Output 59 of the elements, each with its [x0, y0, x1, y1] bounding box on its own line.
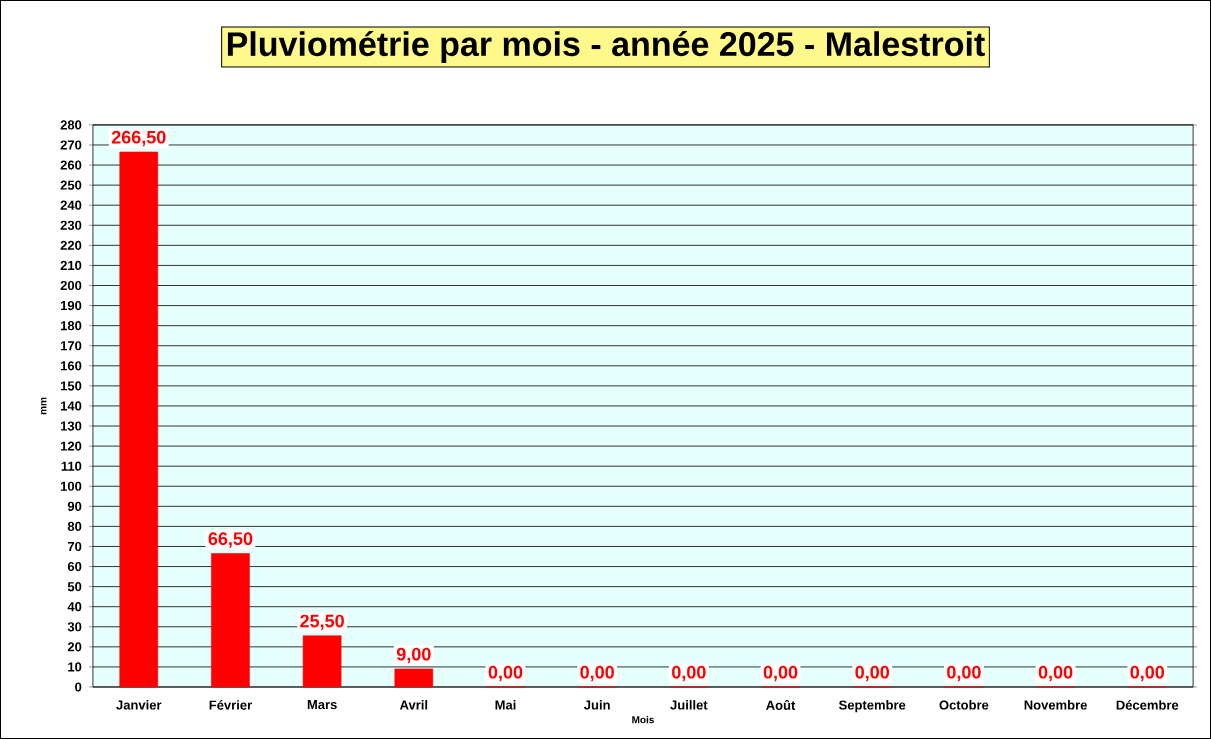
data-label: 0,00 [1130, 665, 1165, 682]
y-tick-label: 120 [60, 441, 82, 451]
y-tick-label: 50 [67, 582, 82, 592]
y-tick-label: 30 [67, 622, 82, 632]
y-tick-label: 0 [75, 682, 82, 692]
y-tick-label: 190 [60, 301, 82, 311]
data-label: 0,00 [580, 665, 614, 682]
data-label: 9,00 [396, 647, 431, 664]
y-tick-label: 80 [67, 521, 82, 532]
bar [211, 553, 250, 688]
y-tick-label: 270 [60, 140, 82, 150]
x-tick-label: Avril [399, 700, 428, 710]
y-axis-title: mm [41, 397, 47, 415]
x-tick-label: Janvier [116, 700, 162, 710]
data-label: 25,50 [300, 614, 344, 631]
y-tick-label: 20 [67, 642, 82, 652]
y-tick-label: 280 [60, 120, 82, 130]
data-label: 0,00 [947, 665, 981, 682]
y-tick-label: 130 [60, 421, 82, 431]
y-tick-label: 140 [60, 401, 82, 411]
y-tick-label: 220 [60, 240, 82, 251]
y-tick-label: 60 [67, 562, 82, 572]
x-axis-title: Mois [632, 715, 654, 724]
y-tick-label: 150 [60, 381, 82, 391]
y-tick-label: 110 [61, 461, 82, 471]
chart-title: Pluviométrie par mois - année 2025 - Malestroit [227, 30, 985, 63]
y-tick-label: 160 [60, 361, 82, 371]
data-label: 0,00 [763, 665, 798, 682]
data-label: 0,00 [488, 665, 523, 682]
x-tick-label: Décembre [1116, 700, 1179, 710]
x-tick-label: Mai [495, 700, 516, 710]
data-label: 0,00 [672, 665, 706, 682]
y-tick-label: 180 [60, 321, 82, 331]
y-tick-label: 90 [67, 501, 82, 511]
x-tick-label: Novembre [1024, 700, 1087, 710]
bar [394, 668, 434, 688]
y-tick-label: 250 [60, 180, 82, 190]
x-tick-label: Juin [583, 700, 610, 710]
data-label: 0,00 [855, 665, 889, 682]
y-tick-label: 40 [67, 602, 82, 612]
y-tick-label: 210 [60, 260, 82, 271]
x-tick-label: Juillet [670, 700, 708, 710]
y-tick-label: 260 [60, 160, 82, 170]
y-tick-label: 170 [60, 341, 82, 351]
x-tick-label: Février [209, 700, 252, 710]
y-tick-label: 200 [60, 280, 82, 291]
y-tick-label: 10 [68, 662, 82, 672]
data-label: 0,00 [1038, 665, 1073, 682]
x-tick-label: Mars [307, 700, 337, 710]
y-tick-label: 100 [60, 481, 82, 491]
y-tick-label: 230 [60, 220, 82, 230]
x-tick-label: Août [766, 700, 796, 710]
x-tick-label: Octobre [939, 700, 989, 710]
data-label: 266,50 [111, 130, 166, 147]
y-tick-label: 240 [60, 200, 82, 210]
bar [119, 151, 159, 688]
x-tick-label: Septembre [838, 700, 906, 713]
y-tick-label: 70 [67, 541, 82, 552]
data-label: 66,50 [208, 532, 253, 548]
